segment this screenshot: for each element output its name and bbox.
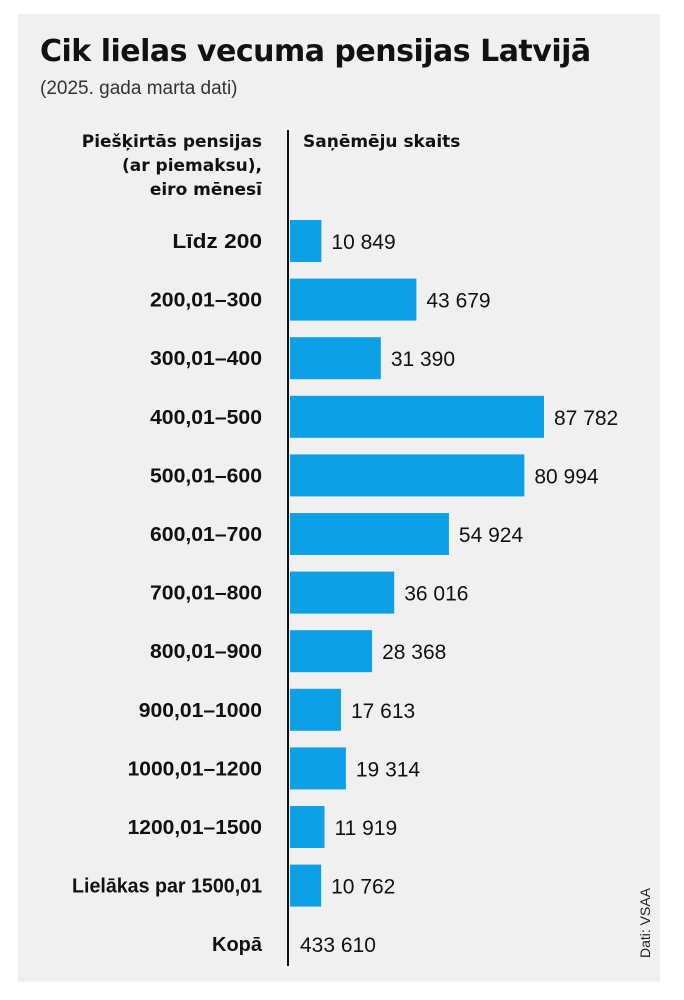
value-label: 17 613 [351, 700, 415, 723]
category-label: 700,01–800 [150, 583, 262, 605]
bar [290, 571, 395, 614]
chart-title: Cik lielas vecuma pensijas Latvijā [40, 34, 591, 69]
value-label: 36 016 [404, 583, 468, 606]
bar [290, 278, 417, 321]
bar [290, 337, 381, 380]
value-label: 80 994 [534, 465, 599, 488]
category-header-line-3: eiro mēnesī [149, 180, 262, 200]
category-label: 900,01–1000 [139, 700, 262, 722]
bar [290, 688, 341, 731]
category-header-line-1: Piešķirtās pensijas [81, 132, 262, 152]
category-label: Lielākas par 1500,01 [72, 876, 262, 898]
bar [290, 747, 346, 790]
bar [290, 864, 322, 907]
bar [290, 395, 544, 438]
bar [290, 513, 449, 555]
category-label: 500,01–600 [150, 465, 262, 487]
category-label: 1000,01–1200 [128, 758, 262, 780]
axis-line [287, 130, 289, 966]
value-label: 54 924 [459, 524, 524, 547]
source-note: Dati: VSAA [637, 887, 653, 958]
bar [290, 630, 373, 673]
chart-card [18, 14, 660, 982]
chart-subtitle: (2025. gada marta dati) [40, 78, 238, 99]
category-label: 1200,01–1500 [128, 817, 262, 839]
value-axis-header: Saņēmēju skaits [303, 132, 461, 152]
value-label: 31 390 [391, 348, 455, 371]
category-label: 600,01–700 [150, 524, 262, 546]
category-axis-header: Piešķirtās pensijas (ar piemaksu), eiro … [40, 130, 262, 202]
category-label: 300,01–400 [150, 348, 262, 370]
category-label: Līdz 200 [172, 231, 262, 253]
category-label: 400,01–500 [150, 407, 262, 429]
category-label: 800,01–900 [150, 641, 262, 663]
bar [290, 220, 322, 262]
value-label: 87 782 [554, 407, 618, 430]
value-label: 10 849 [331, 231, 395, 254]
value-label: 43 679 [426, 290, 490, 313]
category-header-line-2: (ar piemaksu), [121, 156, 262, 176]
total-value: 433 610 [300, 934, 376, 957]
value-label: 28 368 [382, 641, 446, 664]
value-label: 11 919 [334, 817, 397, 840]
total-label: Kopā [212, 934, 263, 956]
value-label: 10 762 [331, 876, 395, 899]
bar [290, 806, 325, 848]
category-label: 200,01–300 [150, 290, 262, 312]
value-label: 19 314 [356, 758, 421, 781]
bar [290, 454, 525, 497]
